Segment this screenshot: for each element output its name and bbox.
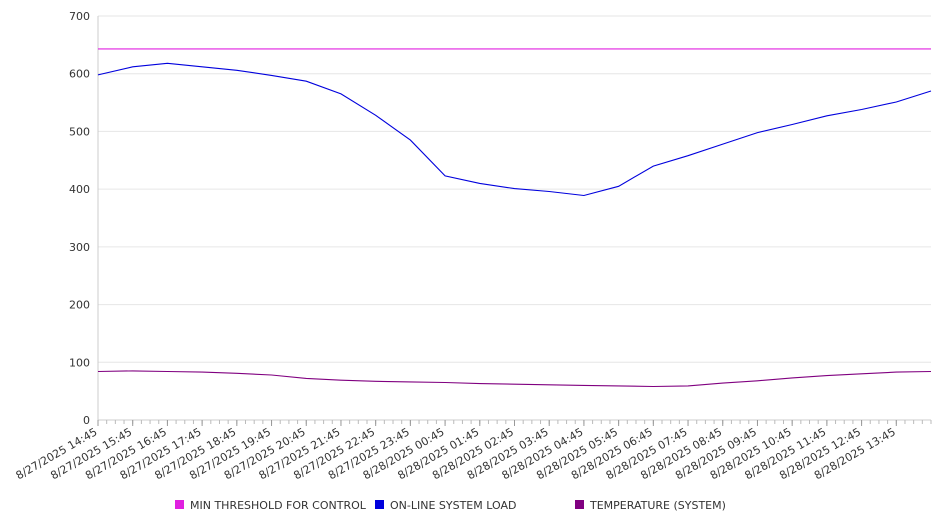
y-tick-label: 400: [69, 183, 90, 196]
y-axis-ticks: 0 100 200 300 400 500 600 700: [69, 10, 90, 427]
legend-swatch-on-line-system-load: [375, 500, 384, 509]
legend-label-min-threshold-for-control: MIN THRESHOLD FOR CONTROL: [190, 499, 367, 512]
legend: MIN THRESHOLD FOR CONTROL ON-LINE SYSTEM …: [175, 499, 726, 512]
series-lines: [97, 48, 932, 388]
y-tick-label: 300: [69, 241, 90, 254]
legend-swatch-temperature-system: [575, 500, 584, 509]
y-tick-label: 100: [69, 356, 90, 369]
gridlines: [98, 15, 931, 363]
y-tick-label: 0: [83, 414, 90, 427]
y-tick-label: 700: [69, 10, 90, 23]
y-tick-label: 600: [69, 68, 90, 81]
x-axis-ticks: 8/27/2025 14:458/27/2025 15:458/27/2025 …: [14, 420, 932, 482]
y-tick-label: 200: [69, 299, 90, 312]
axes: [97, 16, 931, 421]
y-tick-label: 500: [69, 125, 90, 138]
legend-label-temperature-system: TEMPERATURE (SYSTEM): [589, 499, 726, 512]
series-line-on-line-system-load: [97, 62, 932, 197]
series-line-temperature-system: [97, 370, 932, 388]
legend-label-on-line-system-load: ON-LINE SYSTEM LOAD: [390, 499, 516, 512]
legend-swatch-min-threshold-for-control: [175, 500, 184, 509]
